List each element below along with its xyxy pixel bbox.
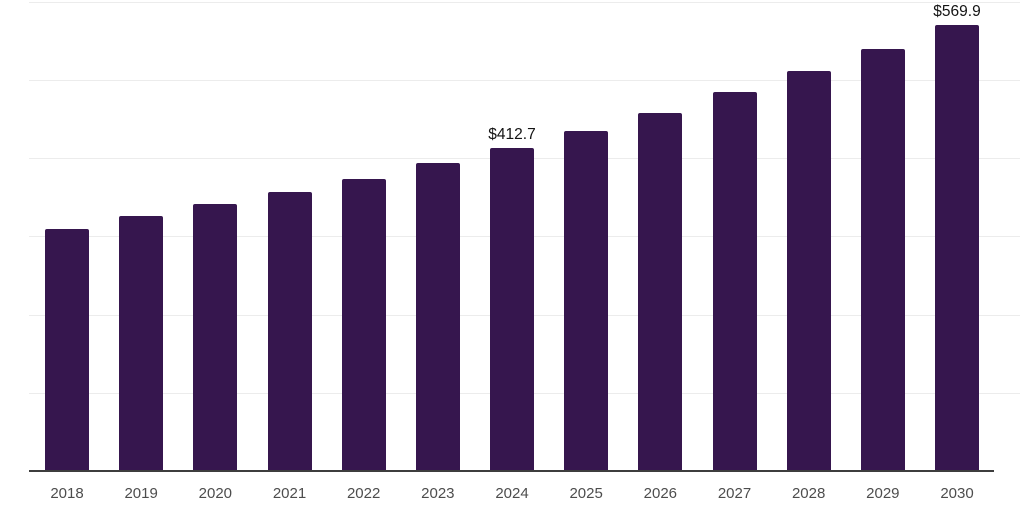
x-tick-2025: 2025 [569,485,603,502]
bar-2018 [45,229,89,471]
bar-2026 [638,113,683,471]
value-label-2024: $412.7 [488,126,536,144]
bar-2021 [267,192,312,471]
bar-2020 [193,204,238,471]
bar-2025 [564,131,609,471]
x-tick-2023: 2023 [421,485,455,502]
x-tick-2022: 2022 [346,485,381,502]
x-tick-2021: 2021 [272,485,307,502]
x-tick-2019: 2019 [124,485,158,502]
value-label-2030: $569.9 [933,3,981,21]
x-tick-2028: 2028 [791,485,826,502]
bar-2030 [935,25,979,471]
bar-2029 [860,48,905,471]
bar-2023 [415,163,460,471]
bar-2022 [341,179,386,471]
x-tick-2018: 2018 [50,485,84,502]
bar-2019 [119,216,164,471]
bar-2024 [490,148,534,471]
x-tick-2026: 2026 [643,485,678,502]
x-axis-line [29,470,994,472]
x-tick-2030: 2030 [940,485,974,502]
gridline-600 [29,2,1020,3]
x-tick-2029: 2029 [866,485,900,502]
x-tick-2027: 2027 [717,485,752,502]
bar-2027 [712,92,757,471]
x-tick-2020: 2020 [198,485,233,502]
gridline-500 [29,80,1020,81]
x-tick-2024: 2024 [495,485,529,502]
bar-2028 [786,71,831,471]
